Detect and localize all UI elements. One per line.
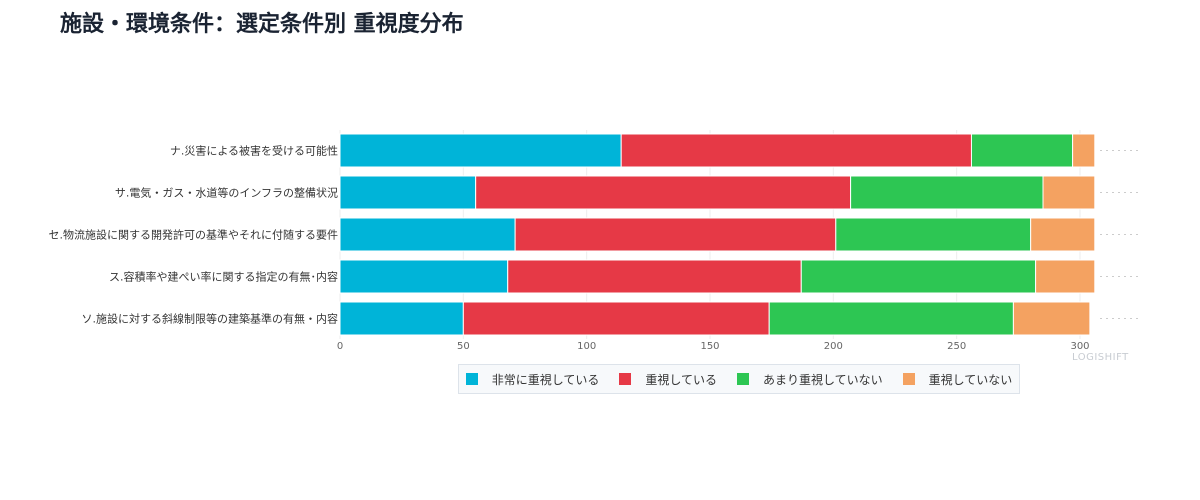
bar-segment-2[interactable] [462, 301, 770, 336]
bars-layer [339, 133, 1096, 336]
bar-segment-4[interactable] [1012, 301, 1091, 336]
legend-item[interactable]: 非常に重視している [465, 371, 600, 388]
legend-item[interactable]: 重視している [619, 371, 717, 388]
legend-label: 重視していない [928, 372, 1013, 387]
bar-segment-3[interactable] [970, 133, 1074, 168]
bar-segment-3[interactable] [768, 301, 1014, 336]
bar-segment-1[interactable] [339, 259, 509, 294]
bar-segment-2[interactable] [514, 217, 837, 252]
bar-segment-1[interactable] [339, 175, 477, 210]
bar-segment-4[interactable] [1042, 175, 1096, 210]
labels-layer: ナ.災害による被害を受ける可能性サ.電気・ガス・水道等のインフラの整備状況セ.物… [49, 144, 339, 326]
legend-label: 非常に重視している [491, 372, 600, 387]
bar-segment-4[interactable] [1072, 133, 1096, 168]
bar-segment-3[interactable] [835, 217, 1032, 252]
bar-segment-4[interactable] [1035, 259, 1096, 294]
bar-segment-2[interactable] [475, 175, 852, 210]
legend-label: 重視している [645, 372, 717, 387]
x-tick-label: 300 [1070, 341, 1089, 352]
category-label: ス.容積率や建ぺい率に関する指定の有無･内容 [109, 270, 338, 284]
legend-swatch [619, 373, 632, 385]
category-label: ナ.災害による被害を受ける可能性 [170, 144, 338, 158]
bar-segment-4[interactable] [1030, 217, 1096, 252]
bar-segment-1[interactable] [339, 133, 622, 168]
legend-item[interactable]: あまり重視していない [737, 371, 883, 388]
category-label: セ.物流施設に関する開発許可の基準やそれに付随する要件 [49, 228, 339, 242]
legend-swatch [465, 373, 478, 385]
x-tick-label: 50 [457, 341, 470, 352]
watermark: LOGISHIFT [1072, 352, 1129, 363]
category-label: ソ.施設に対する斜線制限等の建築基準の有無・内容 [82, 312, 339, 326]
legend-item[interactable]: 重視していない [902, 371, 1013, 388]
bar-segment-2[interactable] [507, 259, 802, 294]
x-tick-label: 0 [337, 341, 343, 352]
bar-segment-3[interactable] [800, 259, 1037, 294]
legend: 非常に重視している 重視している あまり重視していない 重視していない [458, 364, 1020, 394]
bar-segment-3[interactable] [850, 175, 1044, 210]
x-tick-label: 100 [577, 341, 596, 352]
x-tick-label: 250 [947, 341, 966, 352]
page-title: 施設・環境条件：選定条件別 重視度分布 [60, 12, 464, 37]
bar-segment-1[interactable] [339, 217, 516, 252]
x-tick-label: 150 [700, 341, 719, 352]
legend-swatch [737, 373, 749, 385]
legend-swatch [902, 373, 915, 385]
bar-segment-2[interactable] [620, 133, 972, 168]
category-label: サ.電気・ガス・水道等のインフラの整備状況 [115, 186, 338, 200]
legend-label: あまり重視していない [763, 372, 883, 387]
bar-segment-1[interactable] [339, 301, 464, 336]
x-tick-label: 200 [824, 341, 843, 352]
ticks-layer: 0 50 100 150 200 250 300 [337, 341, 1090, 352]
